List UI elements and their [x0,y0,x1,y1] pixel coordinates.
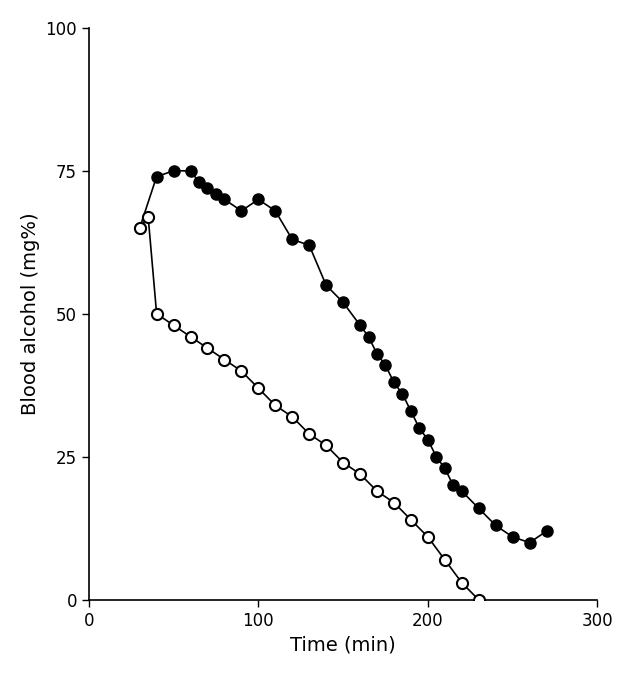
Y-axis label: Blood alcohol (mg%): Blood alcohol (mg%) [21,213,40,415]
X-axis label: Time (min): Time (min) [290,635,396,654]
